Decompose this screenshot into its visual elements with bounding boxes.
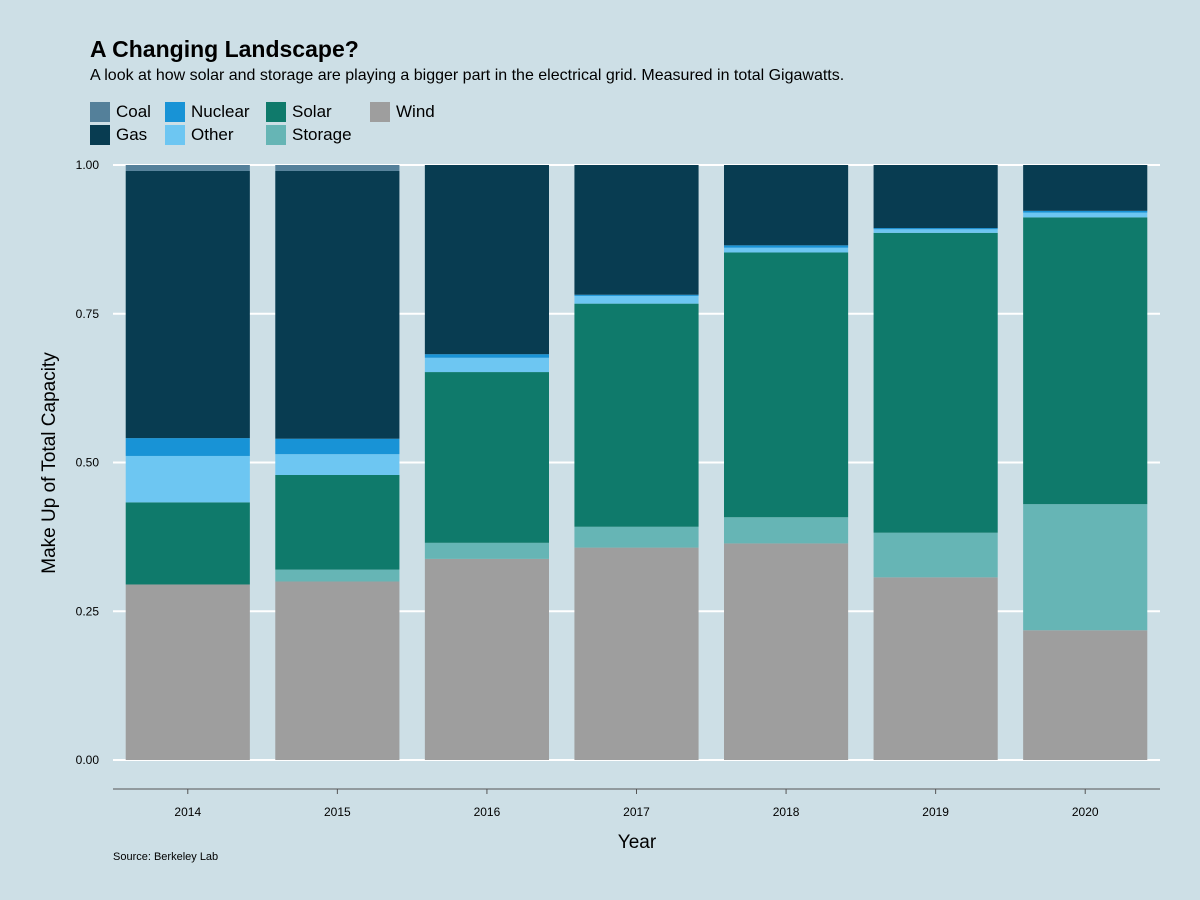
legend-swatch-solar xyxy=(266,102,286,122)
bar-2014-wind xyxy=(125,584,250,760)
bar-2014-solar xyxy=(125,502,250,585)
y-axis-ticks: 0.00 0.25 0.50 0.75 1.00 xyxy=(76,158,100,767)
legend-label-coal: Coal xyxy=(116,102,151,121)
x-tick-label-2019: 2019 xyxy=(922,805,949,819)
bar-2020-other xyxy=(1023,212,1148,218)
bar-2018-solar xyxy=(723,252,849,518)
bar-2020-gas xyxy=(1023,165,1148,211)
bar-2016-other xyxy=(424,357,550,373)
bar-2019-nuclear xyxy=(873,228,998,230)
y-tick-label-0-50: 0.50 xyxy=(76,456,100,470)
bar-2015-wind xyxy=(275,581,400,760)
legend-item-solar: Solar xyxy=(266,101,332,123)
bar-2020-storage xyxy=(1023,504,1148,631)
y-tick-label-0-25: 0.25 xyxy=(76,604,100,618)
legend-label-storage: Storage xyxy=(292,125,352,144)
bar-2014-other xyxy=(125,455,250,503)
bar-2016-storage xyxy=(424,542,550,559)
bar-2016-nuclear xyxy=(424,354,550,358)
bar-group-2020 xyxy=(1023,165,1148,760)
legend-label-gas: Gas xyxy=(116,125,148,144)
legend-label-solar: Solar xyxy=(292,102,332,121)
bar-2019-storage xyxy=(873,532,998,578)
bar-2018-wind xyxy=(723,543,849,760)
y-tick-label-0-00: 0.00 xyxy=(76,753,100,767)
legend-swatch-wind xyxy=(370,102,390,122)
bar-2014-coal xyxy=(125,165,250,171)
chart-title: A Changing Landscape? xyxy=(90,36,359,62)
bar-2017-wind xyxy=(574,547,699,760)
bar-2018-other xyxy=(723,247,849,253)
legend-item-gas: Gas xyxy=(90,124,147,146)
legend-item-wind: Wind xyxy=(370,101,435,123)
bar-group-2015 xyxy=(275,165,400,760)
legend-item-storage: Storage xyxy=(266,124,352,146)
x-tick-label-2018: 2018 xyxy=(773,805,800,819)
bar-2017-solar xyxy=(574,303,699,527)
bar-2015-nuclear xyxy=(275,438,400,455)
legend-swatch-gas xyxy=(90,125,110,145)
bar-2016-gas xyxy=(424,165,550,355)
bar-group-2019 xyxy=(873,165,998,760)
bar-group-2018 xyxy=(723,165,849,760)
x-tick-label-2014: 2014 xyxy=(174,805,201,819)
y-tick-label-0-75: 0.75 xyxy=(76,307,100,321)
bar-2015-other xyxy=(275,454,400,475)
bar-2017-storage xyxy=(574,526,699,548)
legend-label-other: Other xyxy=(191,125,234,144)
x-tick-label-2016: 2016 xyxy=(474,805,501,819)
y-tick-label-1-00: 1.00 xyxy=(76,158,100,172)
bar-2015-solar xyxy=(275,474,400,570)
x-tick-label-2015: 2015 xyxy=(324,805,351,819)
legend-swatch-storage xyxy=(266,125,286,145)
bar-2020-nuclear xyxy=(1023,210,1148,213)
legend-swatch-coal xyxy=(90,102,110,122)
bar-group-2014 xyxy=(125,165,250,760)
bar-2016-wind xyxy=(424,558,550,760)
bar-2020-solar xyxy=(1023,217,1148,505)
legend-swatch-other xyxy=(165,125,185,145)
bar-2019-solar xyxy=(873,232,998,533)
legend: Coal Gas Nuclear Other Solar Storage Win… xyxy=(90,101,510,149)
bar-2019-other xyxy=(873,229,998,233)
bar-group-2016 xyxy=(424,165,550,760)
bar-2014-gas xyxy=(125,170,250,439)
legend-item-coal: Coal xyxy=(90,101,151,123)
bar-2018-gas xyxy=(723,165,849,246)
legend-item-nuclear: Nuclear xyxy=(165,101,250,123)
y-axis-title: Make Up of Total Capacity xyxy=(39,352,60,574)
bar-2018-storage xyxy=(723,517,849,544)
legend-swatch-nuclear xyxy=(165,102,185,122)
bar-2015-storage xyxy=(275,569,400,582)
x-axis-title: Year xyxy=(618,832,657,853)
bars xyxy=(125,165,1148,760)
bar-2019-wind xyxy=(873,577,998,760)
bar-2018-nuclear xyxy=(723,245,849,248)
bar-group-2017 xyxy=(574,165,699,760)
x-axis: 2014 2015 2016 2017 2018 2019 2020 xyxy=(113,788,1160,819)
legend-item-other: Other xyxy=(165,124,234,146)
bar-2017-gas xyxy=(574,165,699,295)
bar-2017-nuclear xyxy=(574,294,699,296)
x-tick-label-2020: 2020 xyxy=(1072,805,1099,819)
bar-2020-wind xyxy=(1023,630,1148,760)
bar-2017-other xyxy=(574,295,699,304)
bar-2016-solar xyxy=(424,372,550,543)
chart-subtitle: A look at how solar and storage are play… xyxy=(90,67,845,84)
bar-2015-coal xyxy=(275,165,400,171)
bar-2019-gas xyxy=(873,165,998,229)
legend-label-nuclear: Nuclear xyxy=(191,102,250,121)
bar-2015-gas xyxy=(275,170,400,439)
bar-2014-nuclear xyxy=(125,438,250,456)
source-note: Source: Berkeley Lab xyxy=(113,851,219,863)
x-tick-label-2017: 2017 xyxy=(623,805,650,819)
legend-label-wind: Wind xyxy=(396,102,435,121)
